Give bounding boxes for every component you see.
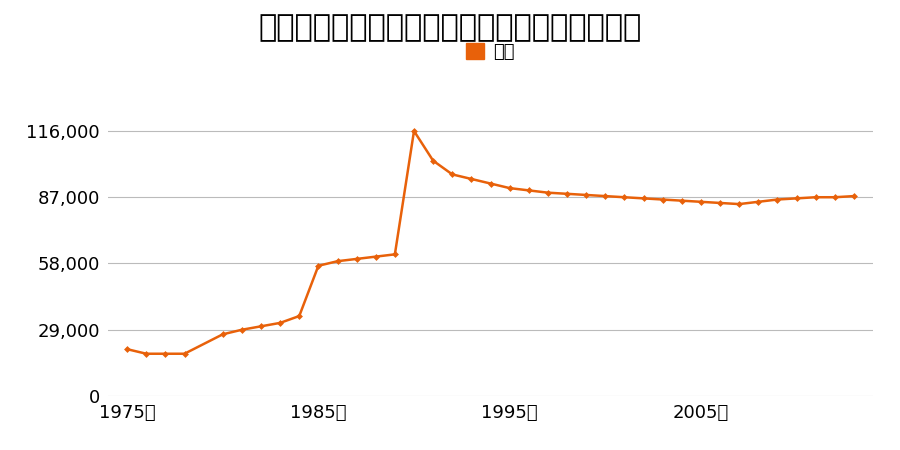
Legend: 価格: 価格 bbox=[466, 43, 515, 61]
Text: 愛知県豊田市深田町３丁目３７番２の地価推移: 愛知県豊田市深田町３丁目３７番２の地価推移 bbox=[258, 14, 642, 42]
